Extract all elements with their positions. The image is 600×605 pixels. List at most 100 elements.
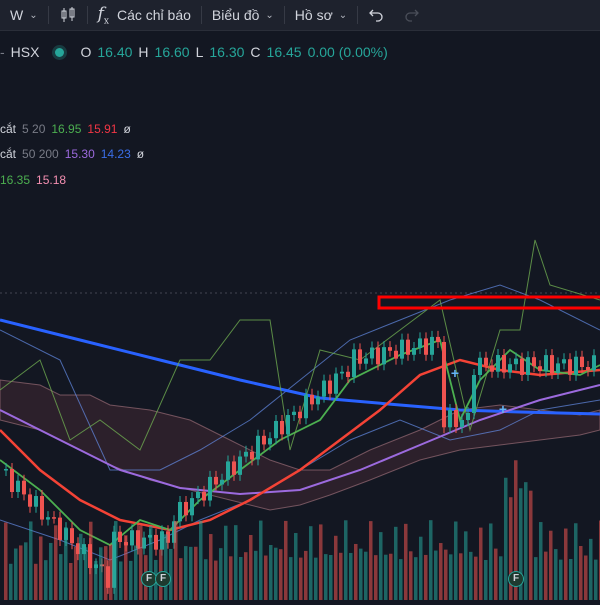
candle-body — [214, 476, 218, 485]
candle-body — [520, 358, 524, 375]
volume-bar — [409, 551, 413, 600]
candle-body — [292, 411, 296, 416]
market-status-dot — [55, 47, 65, 57]
volume-bar — [394, 526, 398, 600]
volume-bar — [24, 542, 28, 600]
event-marker-f[interactable]: F — [155, 571, 171, 587]
volume-bar — [444, 549, 448, 600]
volume-bar — [109, 544, 113, 600]
volume-bar — [339, 552, 343, 600]
candlestick-icon — [59, 6, 77, 24]
candle-body — [364, 358, 368, 364]
volume-bar — [229, 556, 233, 600]
candle-body — [484, 357, 488, 366]
volume-bar — [469, 551, 473, 600]
redo-button[interactable] — [394, 0, 430, 30]
volume-bar — [379, 532, 383, 600]
candle-body — [436, 336, 440, 342]
volume-bar — [499, 556, 503, 600]
candle-body — [394, 350, 398, 359]
candle-body — [550, 355, 554, 374]
volume-bar — [264, 555, 268, 600]
volume-bar — [119, 561, 123, 600]
volume-bar — [374, 555, 378, 600]
volume-bar — [294, 533, 298, 600]
indicator-row-3[interactable]: 16.35 15.18 — [0, 173, 66, 187]
cross-marker: + — [451, 365, 459, 381]
indicators-label: Các chỉ báo — [116, 7, 191, 23]
chart-layout-button[interactable]: Biểu đồ ⌄ — [202, 0, 284, 30]
candle-body — [502, 355, 506, 373]
volume-bar — [504, 477, 508, 600]
volume-bar — [299, 557, 303, 600]
interval-button[interactable]: W ⌄ — [0, 0, 48, 30]
indicator-row-2[interactable]: cắt 50 200 15.30 14.23 ø — [0, 147, 144, 161]
candle-body — [16, 480, 20, 492]
volume-bar — [174, 521, 178, 600]
volume-bar — [199, 520, 203, 600]
profile-button[interactable]: Hồ sơ ⌄ — [285, 0, 357, 30]
price-chart[interactable]: + + — [0, 31, 600, 600]
volume-bar — [524, 482, 528, 600]
toolbar-divider — [283, 6, 285, 24]
volume-bar — [369, 521, 373, 600]
candle-body — [178, 501, 182, 522]
eye-off-icon[interactable]: ø — [136, 147, 145, 161]
volume-bar — [594, 559, 598, 600]
candle-body — [406, 339, 410, 355]
volume-bar — [544, 551, 548, 600]
chevron-down-icon: ⌄ — [265, 9, 274, 21]
indicator-row-1[interactable]: cắt 5 20 16.95 15.91 ø — [0, 122, 131, 136]
candle-body — [184, 501, 188, 516]
candle-body — [412, 348, 416, 355]
indicators-button[interactable]: fx Các chỉ báo — [88, 0, 201, 30]
volume-bar — [344, 520, 348, 600]
volume-bar — [569, 558, 573, 600]
event-marker-f[interactable]: F — [508, 571, 524, 587]
volume-bar — [234, 525, 238, 600]
undo-button[interactable] — [358, 0, 394, 30]
candle-body — [454, 410, 458, 427]
volume-bar — [114, 521, 118, 600]
volume-bar — [164, 534, 168, 600]
ma50-line — [0, 384, 600, 496]
indicator-name: cắt — [0, 147, 17, 161]
candle-body — [52, 517, 56, 519]
volume-bar — [29, 521, 33, 600]
volume-bar — [574, 523, 578, 600]
volume-bar — [274, 547, 278, 600]
volume-bar — [204, 559, 208, 600]
candle-body — [118, 531, 122, 543]
candle-body — [556, 363, 560, 374]
eye-off-icon[interactable]: ø — [123, 122, 131, 136]
volume-bar — [304, 550, 308, 600]
candle-body — [136, 530, 140, 549]
candle-body — [532, 357, 536, 367]
ma20-line — [0, 358, 600, 532]
chart-type-button[interactable] — [49, 0, 87, 30]
candle-body — [274, 420, 278, 439]
volume-bar — [9, 563, 13, 600]
candle-body — [544, 355, 548, 372]
bollinger-upper-line — [0, 284, 600, 471]
candle-body — [580, 356, 584, 368]
function-icon: fx — [97, 3, 109, 27]
candle-body — [478, 357, 482, 375]
candle-body — [442, 341, 446, 428]
candle-body — [346, 371, 350, 378]
volume-bar — [249, 534, 253, 600]
volume-bar — [559, 559, 563, 600]
volume-bar — [54, 525, 58, 600]
candle-body — [58, 517, 62, 540]
volume-bar — [429, 520, 433, 600]
candle-body — [340, 371, 344, 374]
volume-bar — [494, 548, 498, 600]
volume-bar — [239, 557, 243, 600]
volume-bar — [464, 531, 468, 600]
low-value: 16.30 — [209, 44, 245, 60]
undo-icon — [368, 7, 384, 23]
volume-bar — [69, 563, 73, 600]
volume-bar — [34, 563, 38, 600]
candle-body — [238, 456, 242, 475]
candle-body — [268, 438, 272, 445]
